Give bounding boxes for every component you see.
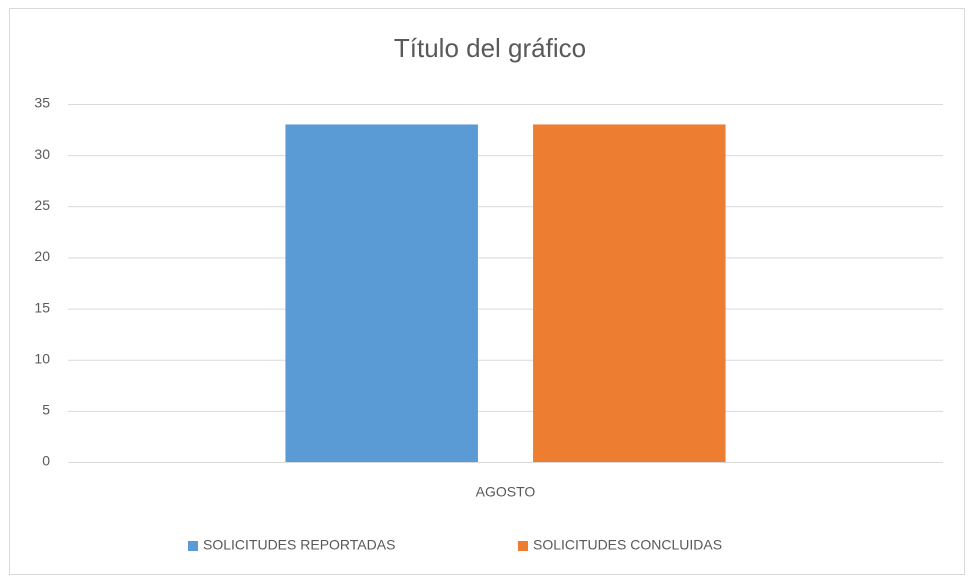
legend-label: SOLICITUDES REPORTADAS — [203, 537, 395, 553]
y-tick-label: 20 — [34, 248, 50, 264]
x-tick-label: AGOSTO — [476, 484, 536, 500]
bar — [285, 124, 478, 462]
y-tick-label: 5 — [42, 402, 50, 418]
y-tick-label: 35 — [34, 95, 50, 111]
bar — [533, 124, 726, 462]
chart-title: Título del gráfico — [394, 33, 586, 63]
legend-swatch — [518, 541, 528, 551]
y-tick-label: 25 — [34, 197, 50, 213]
legend-label: SOLICITUDES CONCLUIDAS — [533, 537, 722, 553]
y-tick-label: 0 — [42, 453, 50, 469]
y-tick-label: 15 — [34, 299, 50, 315]
y-tick-label: 30 — [34, 146, 50, 162]
chart-border — [9, 8, 965, 575]
legend-swatch — [188, 541, 198, 551]
y-tick-label: 10 — [34, 350, 50, 366]
